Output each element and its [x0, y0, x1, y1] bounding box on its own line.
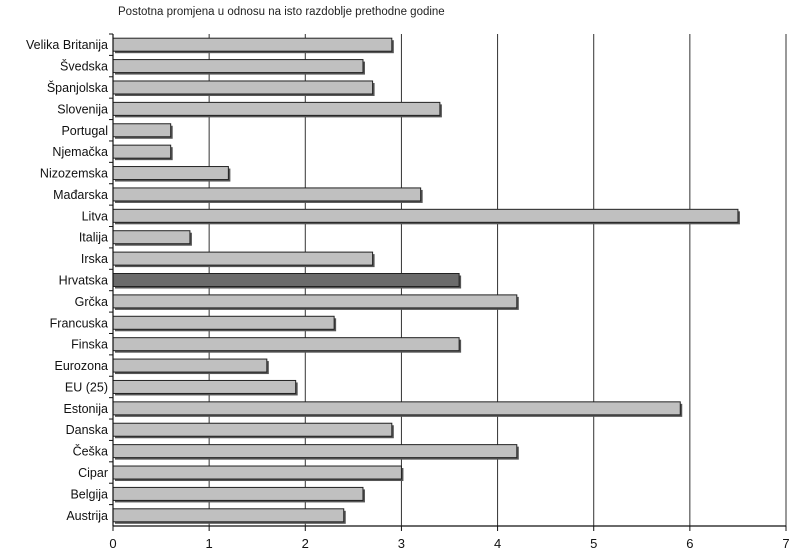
category-label: EU (25) — [65, 380, 108, 394]
category-label: Danska — [66, 423, 108, 437]
x-tick-label: 3 — [398, 536, 405, 551]
bar-litva — [112, 208, 739, 223]
category-label: Portugal — [61, 124, 108, 138]
bar-austrija — [112, 508, 345, 523]
x-tick-label: 4 — [494, 536, 501, 551]
bar-hrvatska — [112, 273, 460, 287]
category-label: Velika Britanija — [26, 38, 108, 52]
category-label: Francuska — [50, 316, 108, 330]
category-label: Hrvatska — [59, 274, 108, 288]
category-label: Eurozona — [54, 359, 108, 373]
category-label: Grčka — [75, 295, 108, 309]
category-label: Litva — [82, 209, 108, 223]
x-tick-label: 6 — [686, 536, 693, 551]
category-label: Cipar — [78, 466, 108, 480]
bar-estonija — [112, 401, 681, 416]
bar-nizozemska — [112, 166, 229, 181]
category-label: Estonija — [64, 402, 109, 416]
bar-velika-britanija — [112, 37, 393, 52]
x-tick-label: 2 — [302, 536, 309, 551]
bar--vedska — [112, 59, 364, 74]
x-tick-label: 7 — [782, 536, 789, 551]
x-tick-label: 0 — [109, 536, 116, 551]
tick-labels: 0 1 2 3 4 5 6 7 — [109, 536, 789, 551]
axes — [109, 33, 787, 531]
bar-italija — [112, 230, 191, 245]
bar-irska — [112, 251, 374, 266]
category-label: Nizozemska — [40, 167, 108, 181]
category-label: Slovenija — [57, 102, 108, 116]
x-tick-label: 5 — [590, 536, 597, 551]
category-label: Mađarska — [53, 188, 108, 202]
category-label: Austrija — [66, 509, 108, 523]
bar-njema-ka — [112, 144, 172, 159]
category-label: Irska — [81, 252, 108, 266]
category-label: Italija — [79, 231, 108, 245]
category-labels: Velika Britanija Švedska Španjolska Sloveni… — [26, 38, 108, 523]
chart-title: Postotna promjena u odnosu na isto razdo… — [118, 6, 445, 18]
bar--e-ka — [112, 444, 518, 459]
bar-danska — [112, 422, 393, 437]
category-label: Njemačka — [52, 145, 108, 159]
category-label: Španjolska — [47, 80, 108, 95]
bar-cipar — [112, 465, 402, 480]
category-label: Švedska — [60, 59, 108, 74]
category-label: Češka — [73, 444, 108, 459]
bar-slovenija — [112, 101, 441, 116]
category-label: Belgija — [70, 487, 108, 501]
x-tick-label: 1 — [206, 536, 213, 551]
bars — [112, 37, 740, 524]
bar-ma-arska — [112, 187, 422, 202]
category-label: Finska — [71, 338, 108, 352]
bar-finska — [112, 337, 460, 352]
bar-belgija — [112, 486, 364, 501]
bar--panjolska — [112, 80, 374, 95]
bar-gr-ka — [112, 294, 518, 309]
bar-eurozona — [112, 358, 268, 373]
bar-portugal — [112, 123, 172, 138]
bar-eu-25- — [112, 379, 297, 394]
bar-francuska — [112, 315, 335, 330]
